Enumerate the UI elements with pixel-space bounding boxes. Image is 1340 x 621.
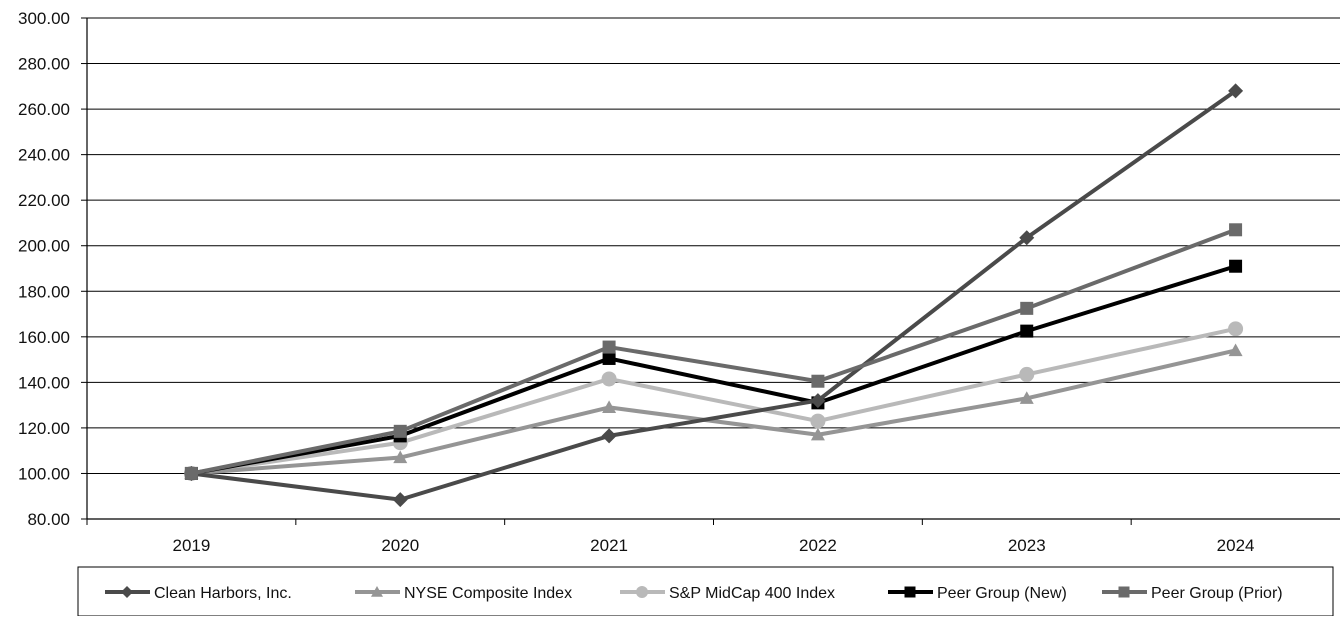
data-point-diamond (1228, 83, 1244, 99)
x-tick-label: 2021 (590, 536, 628, 555)
series-line (191, 348, 1237, 476)
data-point-diamond (392, 492, 408, 508)
data-point-square (602, 340, 616, 354)
series-line (191, 227, 1237, 476)
data-point-circle (1019, 366, 1035, 382)
data-point-diamond (810, 393, 826, 409)
y-tick-label: 80.00 (27, 510, 70, 529)
data-point-triangle (393, 450, 408, 464)
y-tick-label: 200.00 (18, 237, 70, 256)
y-tick-label: 260.00 (18, 100, 70, 119)
y-tick-label: 100.00 (18, 464, 70, 483)
legend-swatch-marker (636, 586, 648, 598)
legend-swatch-marker (371, 586, 383, 597)
legend-label: Peer Group (New) (937, 585, 1067, 602)
legend-label: Peer Group (Prior) (1151, 585, 1283, 602)
y-axis-tick-labels: 80.00 100.00 120.00 140.00 160.00 180.00 200.0… (18, 9, 70, 529)
x-tick-label: 2024 (1217, 536, 1255, 555)
x-tick-label: 2019 (173, 536, 211, 555)
series-line (191, 326, 1237, 476)
legend-entry: Peer Group (New) (888, 585, 1067, 602)
x-tick-label: 2022 (799, 536, 837, 555)
legend-label: NYSE Composite Index (404, 585, 572, 602)
series-peer-group-new (184, 259, 1243, 480)
data-point-diamond (601, 428, 617, 444)
data-point-diamond (1019, 230, 1035, 246)
y-tick-label: 160.00 (18, 328, 70, 347)
y-tick-label: 300.00 (18, 9, 70, 28)
series-s-p-midcap-400-index (183, 321, 1244, 481)
y-tick-label: 240.00 (18, 146, 70, 165)
series-line (191, 89, 1237, 502)
data-point-square (393, 424, 407, 438)
x-tick-label: 2023 (1008, 536, 1046, 555)
y-tick-label: 120.00 (18, 419, 70, 438)
legend-entry: Clean Harbors, Inc. (105, 585, 292, 602)
y-tick-label: 280.00 (18, 55, 70, 74)
data-point-triangle (810, 427, 825, 441)
series-peer-group-prior (184, 223, 1243, 480)
data-point-circle (1228, 321, 1244, 337)
y-tick-label: 140.00 (18, 373, 70, 392)
gridlines (81, 17, 1340, 525)
legend-swatch-marker (1118, 586, 1130, 598)
y-tick-label: 180.00 (18, 282, 70, 301)
series-lines (183, 83, 1244, 508)
series-line (191, 264, 1237, 476)
y-tick-label: 220.00 (18, 191, 70, 210)
data-point-square (1020, 301, 1034, 315)
x-tick-label: 2020 (381, 536, 419, 555)
data-point-triangle (602, 400, 617, 414)
legend-entry: Peer Group (Prior) (1102, 585, 1283, 602)
data-point-square (811, 374, 825, 388)
legend-swatch-marker (121, 586, 133, 598)
legend-entry: NYSE Composite Index (355, 585, 572, 602)
data-point-square (1229, 259, 1243, 273)
data-point-triangle (1019, 391, 1034, 404)
data-point-square (602, 351, 616, 365)
data-point-square (1020, 324, 1034, 338)
legend-label: S&P MidCap 400 Index (669, 585, 835, 602)
legend-entry: S&P MidCap 400 Index (620, 585, 835, 602)
data-point-square (1229, 223, 1243, 237)
x-axis-tick-labels: 2019 2020 2021 2022 2023 2024 (173, 536, 1255, 555)
data-point-circle (601, 371, 617, 387)
legend-label: Clean Harbors, Inc. (154, 585, 292, 602)
legend-swatch-marker (904, 586, 916, 598)
legend: Clean Harbors, Inc. NYSE Composite Index S… (77, 566, 1334, 617)
axes (86, 18, 1340, 520)
data-point-triangle (1228, 343, 1243, 357)
data-point-circle (810, 413, 826, 429)
data-point-square (184, 466, 198, 480)
